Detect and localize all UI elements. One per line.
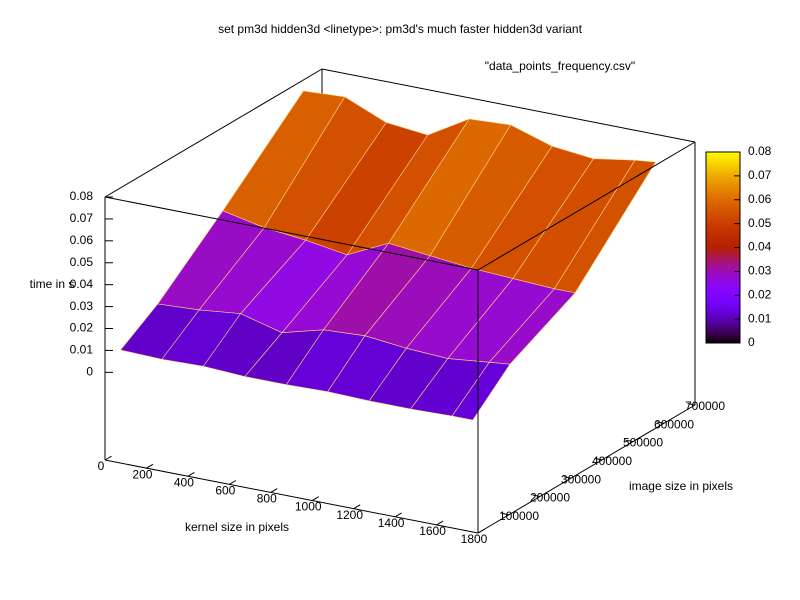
legend-entry: "data_points_frequency.csv" [485, 59, 635, 73]
y-tick-label: 600000 [654, 417, 694, 431]
colorbar-tick-label: 0.08 [748, 144, 772, 158]
box-edge [104, 459, 479, 534]
y-tick-label: 700000 [685, 399, 725, 413]
z-tick-label: 0.06 [70, 233, 94, 247]
colorbar-tick-label: 0.02 [748, 287, 772, 301]
x-tick [146, 463, 154, 469]
colorbar-tick-label: 0.01 [748, 311, 772, 325]
colorbar-tick-label: 0.06 [748, 192, 772, 206]
x-tick [229, 480, 237, 485]
y-tick [501, 512, 510, 516]
z-tick-label: 0.07 [70, 211, 94, 225]
z-tick-label: 0 [86, 365, 93, 379]
x-tick-label: 400 [174, 475, 194, 489]
colorbar-tick-label: 0.07 [748, 168, 772, 182]
z-axis-label: time in s [30, 277, 75, 291]
x-tick-label: 1400 [378, 516, 405, 530]
y-tick [625, 439, 634, 443]
y-tick [687, 403, 696, 406]
z-tick-label: 0.08 [70, 189, 94, 203]
colorbar-tick-label: 0.04 [748, 240, 772, 254]
box-edge [477, 404, 696, 534]
box-edge [321, 68, 696, 143]
x-tick-label: 1200 [336, 508, 363, 522]
y-axis-label: image size in pixels [629, 479, 733, 493]
x-tick [270, 488, 278, 493]
x-tick [436, 520, 444, 526]
x-tick [394, 512, 402, 518]
x-tick-label: 1600 [419, 524, 446, 538]
z-tick-label: 0.05 [70, 255, 94, 269]
x-tick-label: 1000 [295, 500, 322, 514]
x-tick-label: 800 [257, 492, 277, 506]
chart-title: set pm3d hidden3d <linetype>: pm3d's muc… [218, 22, 583, 36]
y-tick-label: 400000 [592, 454, 632, 468]
box-edge [104, 196, 479, 271]
x-tick-label: 600 [215, 484, 235, 498]
x-tick [477, 528, 485, 534]
y-tick-label: 500000 [623, 436, 663, 450]
colorbar-tick-label: 0.05 [748, 216, 772, 230]
z-tick-label: 0.01 [70, 343, 94, 357]
y-tick-label: 200000 [530, 491, 570, 505]
x-tick-label: 200 [132, 467, 152, 481]
x-tick [353, 504, 361, 510]
z-tick-label: 0.04 [70, 277, 94, 291]
y-tick [563, 476, 572, 479]
y-tick [594, 457, 603, 461]
z-tick-label: 0.02 [70, 321, 94, 335]
y-tick-label: 100000 [499, 509, 539, 523]
x-tick-label: 1800 [461, 532, 488, 546]
x-tick [311, 496, 319, 501]
z-tick-label: 0.03 [70, 299, 94, 313]
y-tick [656, 421, 665, 424]
colorbar-tick-label: 0 [748, 335, 755, 349]
x-axis-label: kernel size in pixels [185, 520, 289, 534]
y-tick-label: 300000 [561, 472, 601, 486]
x-tick [187, 471, 195, 477]
surface-patch [451, 361, 511, 421]
x-tick-label: 0 [98, 459, 105, 473]
x-tick [104, 455, 112, 461]
box-edge [104, 68, 323, 198]
colorbar-tick-label: 0.03 [748, 264, 772, 278]
box-edge [477, 141, 696, 271]
y-tick [532, 494, 541, 497]
